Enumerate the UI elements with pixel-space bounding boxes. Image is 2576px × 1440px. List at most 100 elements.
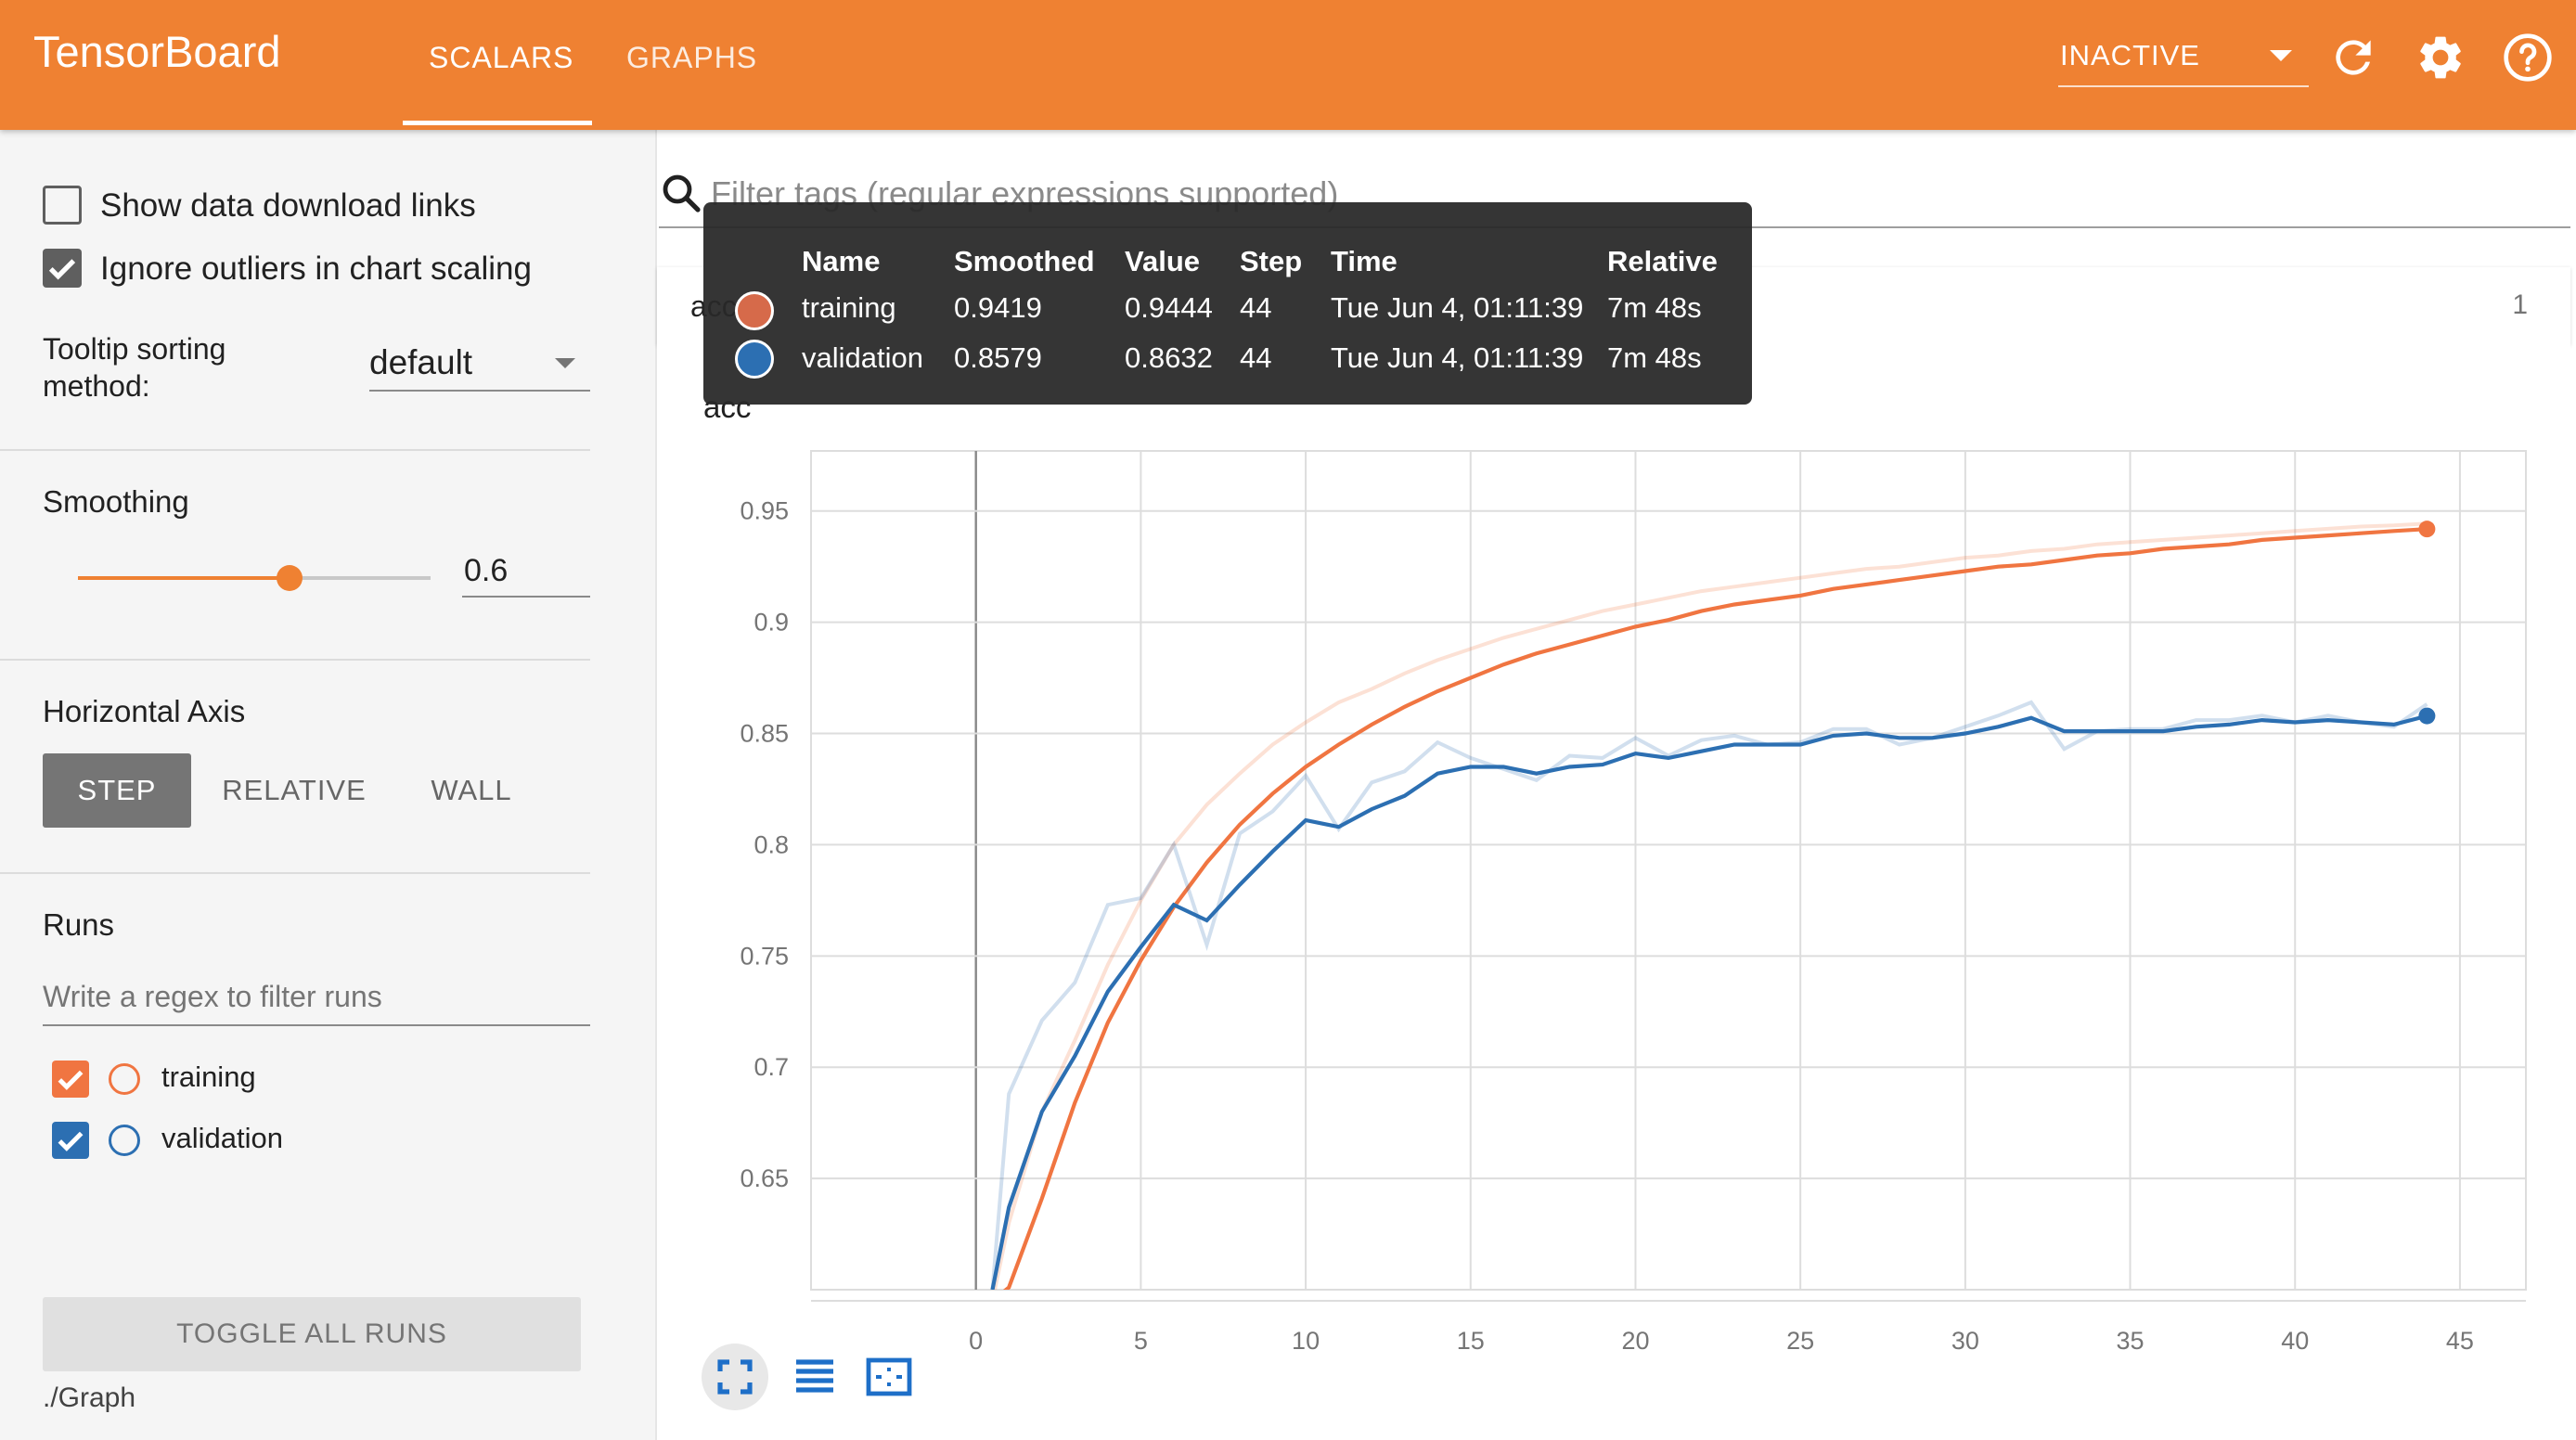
run-checkbox-training[interactable] [52,1061,89,1098]
tooltip-header-smoothed: Smoothed [954,245,1095,277]
x-tick-label: 45 [2446,1327,2474,1355]
ignore-outliers-checkbox[interactable] [43,249,82,288]
tooltip-row-name: training [802,291,896,324]
tooltip-swatch-validation [735,340,774,379]
tooltip-header-time: Time [1331,245,1397,277]
smoothing-title: Smoothing [43,484,189,519]
y-tick-label: 0.95 [740,497,789,525]
run-checkbox-validation[interactable] [52,1122,89,1159]
toggle-all-runs-button[interactable]: TOGGLE ALL RUNS [43,1297,581,1371]
chevron-down-icon [555,358,575,368]
ignore-outliers-label: Ignore outliers in chart scaling [100,251,532,287]
tooltip-row-relative: 7m 48s [1607,291,1702,324]
tooltip-header-value: Value [1125,245,1200,277]
divider [0,872,590,874]
tooltip-row-relative: 7m 48s [1607,341,1702,374]
run-filter-placeholder: Write a regex to filter runs [43,980,382,1013]
tab-graphs[interactable]: GRAPHS [626,41,758,74]
x-tick-label: 30 [1951,1327,1979,1355]
x-tick-label: 40 [2281,1327,2309,1355]
gear-icon[interactable] [2415,32,2467,84]
show-download-links-checkbox[interactable] [43,186,82,225]
chevron-down-icon [2270,50,2292,61]
check-icon [48,259,76,280]
tooltip-header-name: Name [802,245,881,277]
runs-title: Runs [43,907,115,942]
divider [0,449,590,451]
tooltip-row-name: validation [802,341,923,374]
help-icon[interactable] [2502,32,2554,84]
smoothing-slider-thumb[interactable] [277,565,303,591]
series-validation-last-point [2418,707,2436,725]
check-icon [58,1131,84,1151]
tooltip-row-value: 0.8632 [1125,341,1213,374]
tooltip-swatch-training [735,291,774,330]
tooltip-row-smoothed: 0.9419 [954,291,1042,324]
run-name-validation: validation [161,1122,283,1154]
series-validation-smoothed-line [990,714,2428,1290]
show-download-links-label: Show data download links [100,187,476,224]
tooltip-row-time: Tue Jun 4, 01:11:39 [1331,291,1584,324]
x-tick-label: 25 [1786,1327,1814,1355]
acc-chart[interactable]: 0 5 10 15 20 25 30 35 40 45 0.65 0.7 0.75 0.8 0.85 0.9 0… [657,345,2570,1440]
toggle-log-scale-icon[interactable] [781,1344,848,1410]
x-tick-label: 0 [969,1327,983,1355]
divider [0,659,590,661]
check-icon [58,1070,84,1090]
series-training-last-point [2418,521,2436,538]
tooltip-row-smoothed: 0.8579 [954,341,1042,374]
tooltip-row-step: 44 [1240,291,1272,324]
y-tick-label: 0.65 [740,1164,789,1192]
run-color-validation [109,1125,140,1156]
smoothing-slider-fill [78,576,290,580]
y-tick-label: 0.8 [753,830,789,858]
tab-scalars[interactable]: SCALARS [429,41,574,74]
chart-tooltip: Name Smoothed Value Step Time Relative t… [703,202,1752,405]
tooltip-row-step: 44 [1240,341,1272,374]
chart-card: acc 0 5 10 15 20 25 30 35 40 45 0.65 0.7 0.75 0.8 0.85… [657,345,2570,1440]
series-training-smoothed-line [1002,527,2428,1290]
active-tab-indicator [403,121,592,125]
y-tick-label: 0.75 [740,942,789,970]
sidebar: Show data download links Ignore outliers… [0,130,657,1440]
tooltip-row-time: Tue Jun 4, 01:11:39 [1331,341,1584,374]
series-training-raw-line [992,521,2428,1290]
app-title: TensorBoard [33,27,281,76]
fit-domain-icon[interactable] [856,1344,922,1410]
tooltip-row-value: 0.9444 [1125,291,1213,324]
smoothing-input[interactable]: 0.6 [462,546,590,598]
tag-group-count: 1 [2512,289,2528,320]
top-app-bar: TensorBoard SCALARS GRAPHS INACTIVE [0,0,2576,130]
y-tick-label: 0.7 [753,1053,789,1081]
axis-wall-button[interactable]: WALL [431,774,512,806]
x-tick-label: 15 [1457,1327,1485,1355]
refresh-icon[interactable] [2327,32,2379,84]
logdir-path: ./Graph [43,1382,136,1413]
search-icon [663,174,701,212]
x-tick-label: 10 [1292,1327,1320,1355]
run-filter-input[interactable]: Write a regex to filter runs [43,971,590,1026]
y-tick-label: 0.9 [753,609,789,636]
axis-relative-button[interactable]: RELATIVE [222,774,367,806]
tooltip-header-step: Step [1240,245,1303,277]
tooltip-sorting-label-2: method: [43,369,150,403]
tooltip-sorting-select[interactable]: default [369,336,590,392]
horizontal-axis-title: Horizontal Axis [43,694,246,728]
x-tick-label: 5 [1134,1327,1148,1355]
expand-icon[interactable] [702,1344,768,1410]
run-status-value: INACTIVE [2060,39,2200,71]
run-name-training: training [161,1061,256,1093]
smoothing-slider[interactable] [78,565,431,591]
axis-step-button[interactable]: STEP [43,753,191,828]
tooltip-header-relative: Relative [1607,245,1718,277]
x-tick-label: 20 [1621,1327,1649,1355]
tooltip-sorting-value: default [369,343,473,381]
tooltip-sorting-label: Tooltip sorting [43,332,226,366]
smoothing-value: 0.6 [464,553,509,588]
run-color-training [109,1063,140,1095]
x-tick-label: 35 [2117,1327,2145,1355]
series-validation-raw-line [990,700,2428,1290]
plot-frame [810,450,2527,1291]
y-tick-label: 0.85 [740,720,789,748]
run-status-select[interactable]: INACTIVE [2058,35,2309,87]
